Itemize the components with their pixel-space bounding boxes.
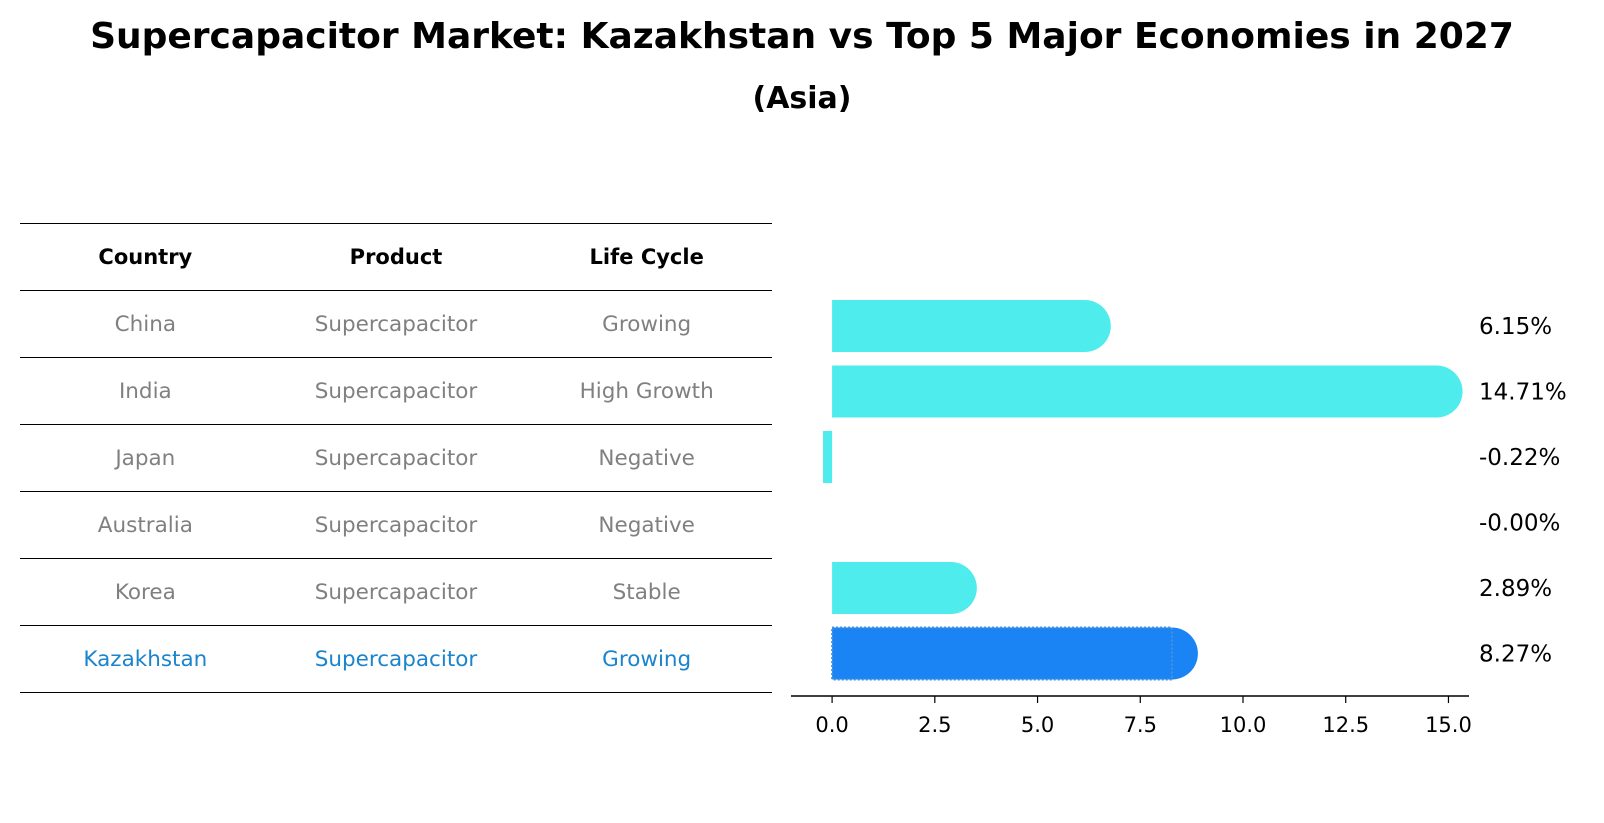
table-row-highlight: Kazakhstan Supercapacitor Growing [20, 625, 772, 693]
table-row: Japan Supercapacitor Negative [20, 424, 772, 491]
cell-country: China [114, 311, 177, 337]
header-product: Product [349, 245, 443, 269]
comparison-table: Country Product Life Cycle China Superca… [20, 223, 772, 693]
x-tick-label: 5.0 [1021, 713, 1054, 737]
bar-value-label: 6.15% [1479, 314, 1552, 340]
bar [832, 562, 977, 614]
cell-product: Supercapacitor [314, 579, 478, 605]
cell-country: Australia [97, 512, 193, 538]
cell-country: Japan [115, 445, 176, 471]
cell-product: Supercapacitor [314, 646, 478, 672]
cell-product: Supercapacitor [314, 445, 478, 471]
bar [832, 300, 1111, 352]
chart-title: Supercapacitor Market: Kazakhstan vs Top… [90, 16, 1514, 57]
cell-country: Korea [114, 579, 176, 605]
cell-life-cycle: Negative [598, 512, 695, 538]
bar-value-label: -0.22% [1479, 445, 1560, 471]
bar-value-label: 2.89% [1479, 576, 1552, 602]
cell-country: India [118, 378, 172, 404]
header-life-cycle: Life Cycle [589, 245, 704, 269]
cell-product: Supercapacitor [314, 512, 478, 538]
cell-product: Supercapacitor [314, 311, 478, 337]
x-tick-label: 10.0 [1220, 713, 1267, 737]
x-tick-label: 0.0 [815, 713, 848, 737]
bar [832, 365, 1463, 418]
cell-life-cycle: High Growth [579, 378, 714, 404]
table-row: China Supercapacitor Growing [20, 290, 772, 357]
chart-subtitle: (Asia) [752, 81, 852, 116]
table-header-row: Country Product Life Cycle [20, 223, 772, 290]
x-tick-label: 15.0 [1425, 713, 1472, 737]
bar-value-label: -0.00% [1479, 511, 1560, 537]
cell-life-cycle: Stable [612, 579, 681, 605]
bar-value-label: 8.27% [1479, 642, 1552, 668]
cell-product: Supercapacitor [314, 378, 478, 404]
cell-life-cycle: Negative [598, 445, 695, 471]
x-tick-label: 2.5 [918, 713, 951, 737]
table-row: Australia Supercapacitor Negative [20, 491, 772, 558]
cell-life-cycle: Growing [602, 311, 692, 337]
table-row: India Supercapacitor High Growth [20, 357, 772, 424]
bar [823, 431, 833, 483]
x-tick-label: 7.5 [1124, 713, 1157, 737]
cell-life-cycle: Growing [602, 646, 692, 672]
cell-country: Kazakhstan [83, 646, 208, 672]
bar-value-label: 14.71% [1479, 380, 1567, 406]
bar [831, 626, 1198, 681]
header-country: Country [98, 245, 193, 269]
table-row: Korea Supercapacitor Stable [20, 558, 772, 625]
x-tick-label: 12.5 [1322, 713, 1369, 737]
